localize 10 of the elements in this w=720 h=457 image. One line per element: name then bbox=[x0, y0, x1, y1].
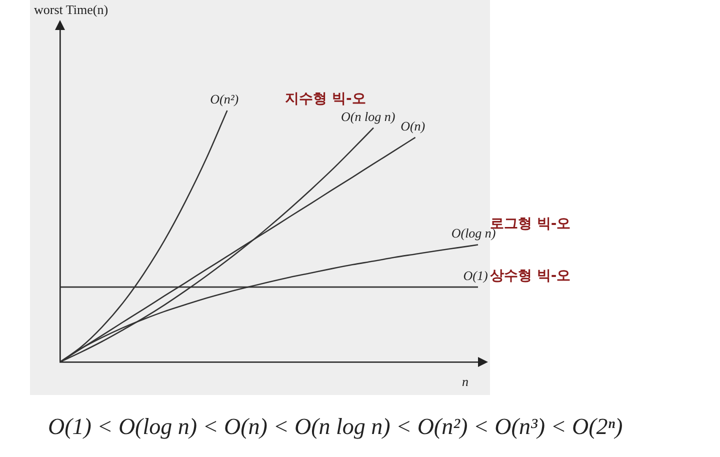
text: worst Time(n) bbox=[34, 2, 108, 18]
text: 로그형 빅-오 bbox=[490, 214, 571, 232]
text: 상수형 빅-오 bbox=[490, 267, 571, 286]
text: O(1) < O(log n) < O(n) < O(n log n) < O(n²) < O(n³) < O(2ⁿ) bbox=[48, 414, 623, 440]
series-label: O(n) bbox=[400, 118, 426, 134]
x-axis-title: n bbox=[462, 374, 468, 390]
text: 지수형 빅-오 bbox=[285, 90, 366, 108]
series-label: O(n log n) bbox=[341, 108, 396, 124]
series-label: O(n²) bbox=[210, 91, 239, 106]
series-label: O(1) bbox=[463, 268, 488, 283]
